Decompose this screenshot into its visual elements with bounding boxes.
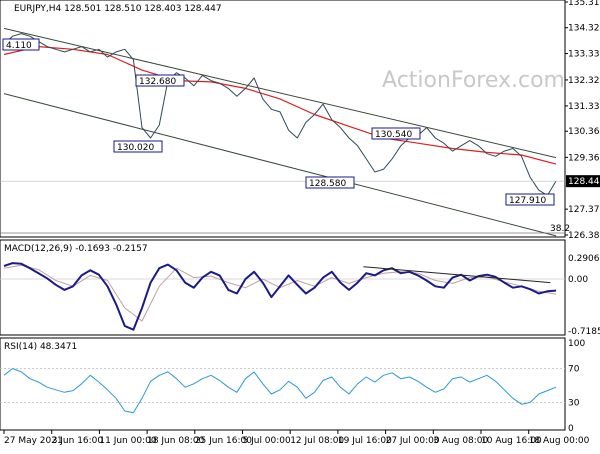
- channel-lower-line: [3, 93, 557, 237]
- rsi-line: [3, 368, 557, 414]
- rsi-panel: [0, 337, 566, 431]
- annotation-label: 132.680: [139, 77, 176, 87]
- x-tick-label: 19 Jul 16:00: [338, 436, 392, 446]
- macd-panel: [0, 239, 566, 336]
- annotation-box: [371, 127, 421, 140]
- annotation-box: [113, 140, 163, 153]
- x-tick-label: 18 Jun 08:00: [147, 436, 204, 446]
- x-tick-label: 5 Jul 00:00: [243, 436, 292, 446]
- x-tick-label: 27 May 2021: [4, 436, 63, 446]
- annotation-box: [505, 193, 555, 206]
- x-tick-label: 11 Jun 00:00: [99, 436, 156, 446]
- price-tick-label: 129.360: [568, 153, 600, 163]
- symbol-info: EURJPY,H4 128.501 128.510 128.403 128.44…: [14, 4, 222, 14]
- annotation-label: 127.910: [509, 196, 546, 206]
- x-tick-label: 27 Jul 00:00: [386, 436, 440, 446]
- annotation-label: 130.540: [375, 130, 412, 140]
- macd-trend-line: [363, 266, 551, 284]
- annotation-box: [305, 176, 355, 189]
- moving-average-line: [3, 46, 557, 165]
- price-tick-label: 131.330: [568, 102, 600, 112]
- price-tick-label: 133.335: [568, 50, 600, 60]
- fib-label: 38.2: [550, 224, 570, 234]
- x-tick-label: 18 Aug 00:00: [529, 436, 590, 446]
- price-panel: [0, 0, 566, 238]
- macd-line: [3, 262, 557, 331]
- macd-tick-label: -0.7185: [568, 327, 600, 337]
- price-tick-label: 135.310: [568, 0, 600, 8]
- annotation-box: [135, 74, 185, 87]
- rsi-tick-label: 100: [568, 339, 585, 349]
- price-tick-label: 134.325: [568, 24, 600, 34]
- x-tick-label: 3 Jun 16:00: [52, 436, 104, 446]
- current-price-box: [566, 175, 600, 188]
- annotation-label: 128.580: [309, 179, 346, 189]
- annotation-label: 4.110: [6, 41, 32, 51]
- rsi-tick-label: 70: [568, 365, 580, 375]
- watermark: ActionForex.com: [382, 68, 565, 93]
- price-tick-label: 126.385: [568, 231, 600, 241]
- annotation-label: 130.020: [117, 143, 154, 153]
- macd-label: MACD(12,26,9) -0.1693 -0.2157: [4, 244, 148, 254]
- macd-tick-label: 0.00: [568, 275, 588, 285]
- price-tick-label: 130.360: [568, 127, 600, 137]
- price-line: [3, 33, 557, 196]
- price-tick-label: 127.375: [568, 205, 600, 215]
- rsi-tick-label: 0: [568, 424, 574, 434]
- x-tick-label: 3 Aug 08:00: [433, 436, 488, 446]
- x-tick-label: 10 Aug 16:00: [481, 436, 542, 446]
- macd-tick-label: 0.2906: [568, 254, 600, 264]
- x-tick-label: 25 Jun 16:00: [195, 436, 252, 446]
- x-tick-label: 12 Jul 08:00: [290, 436, 344, 446]
- rsi-tick-label: 30: [568, 399, 580, 409]
- current-price-label: 128.447: [568, 177, 600, 187]
- rsi-label: RSI(14) 48.3471: [4, 342, 77, 352]
- price-tick-label: 132.325: [568, 76, 600, 86]
- annotation-box: [2, 38, 40, 51]
